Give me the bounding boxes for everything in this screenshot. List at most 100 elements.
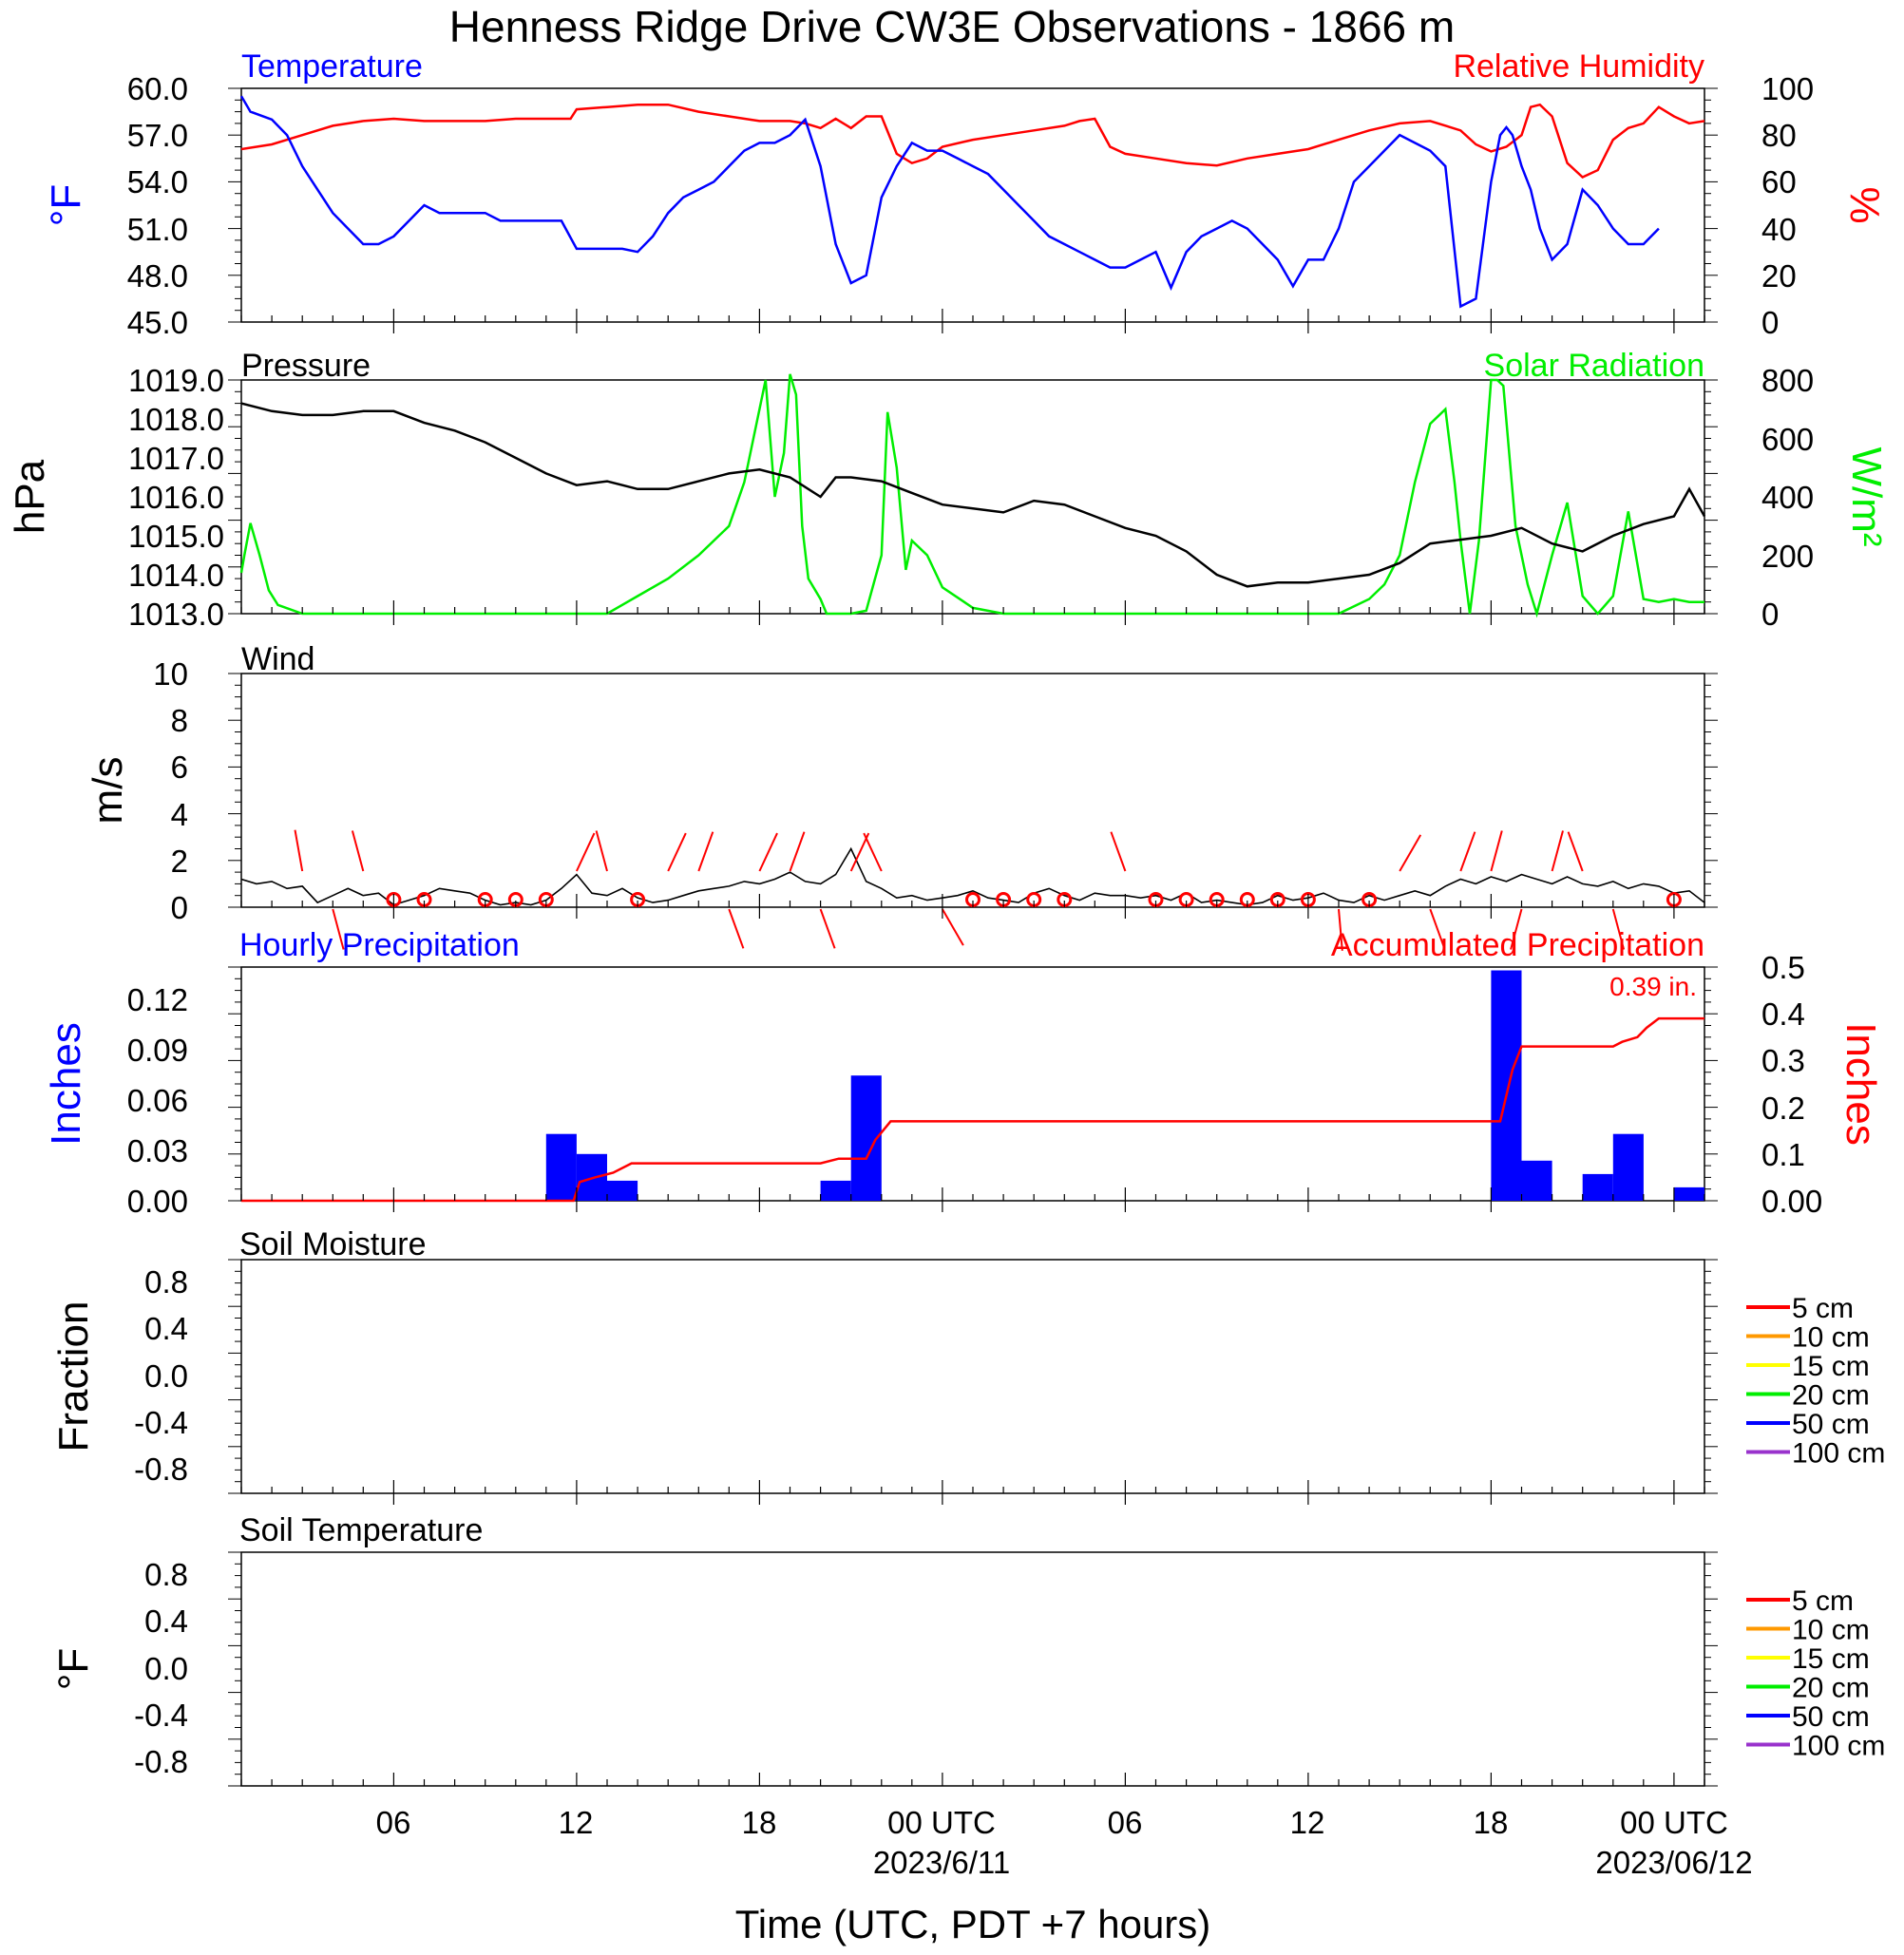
legend-label: 10 cm <box>1792 1322 1870 1354</box>
legend-label: 100 cm <box>1792 1731 1885 1762</box>
ytick-label: 200 <box>1761 539 1814 574</box>
ytick-label: 0 <box>171 890 188 925</box>
ytick-label: 0.12 <box>127 982 188 1017</box>
wind-barb <box>789 831 806 872</box>
precip-bar <box>1521 1160 1552 1201</box>
ytick-label: 6 <box>171 750 188 785</box>
precip-total-label: 0.39 in. <box>1609 972 1697 1001</box>
x-axis: 06 12 18 00 UTC 06 12 18 00 UTC 2023/6/1… <box>376 1805 1753 1946</box>
temperature-series-line <box>239 95 1660 309</box>
wind-barb <box>758 832 778 872</box>
ytick-label: 600 <box>1761 422 1814 457</box>
wind-speed-line <box>240 846 1705 906</box>
temperature-panel: Temperature Relative Humidity 60.0 57.0 … <box>43 48 1888 340</box>
ytick-label: 1013.0 <box>128 597 224 632</box>
ytick-label: 0.5 <box>1761 950 1805 985</box>
ytick-label: 0.1 <box>1761 1137 1805 1172</box>
soil-moisture-ylabel: Fraction <box>50 1301 97 1452</box>
ytick-label: -0.8 <box>134 1452 188 1487</box>
xtick-label: 06 <box>1108 1805 1143 1840</box>
ytick-label: 1016.0 <box>128 480 224 515</box>
wind-barb <box>1338 908 1343 951</box>
ytick-label: 0.8 <box>144 1264 188 1300</box>
ytick-label: 0.09 <box>127 1033 188 1068</box>
humidity-series-line <box>240 103 1705 179</box>
precip-bar <box>1612 1133 1644 1201</box>
ytick-label: 57.0 <box>127 118 188 153</box>
ytick-label: 0.00 <box>127 1184 188 1219</box>
soil-temperature-panel: Soil Temperature 0.8 0.4 0.0 -0.4 -0.8 °… <box>50 1512 1885 1787</box>
wind-barb <box>595 830 608 872</box>
solar-panel-title: Solar Radiation <box>1484 348 1704 384</box>
wind-panel: Wind 10 8 6 4 2 0 m/s <box>85 641 1705 951</box>
ytick-label: 48.0 <box>127 258 188 294</box>
pressure-frame <box>240 379 1705 615</box>
humidity-ylabel: % <box>1841 186 1888 223</box>
ytick-label: 0.4 <box>144 1311 188 1346</box>
wind-barb <box>1567 831 1584 872</box>
soil-moisture-panel: Soil Moisture 0.8 0.4 0.0 -0.4 -0.8 Frac… <box>50 1226 1885 1494</box>
ytick-label: 20 <box>1761 258 1797 294</box>
precip-frame <box>240 966 1705 1202</box>
wind-frame <box>240 673 1705 908</box>
wind-barb <box>1429 908 1446 949</box>
wind-barb <box>863 832 883 872</box>
ytick-label: 0.4 <box>1761 996 1805 1032</box>
axis-ticks <box>228 87 1718 1787</box>
temperature-ylabel: °F <box>43 184 89 226</box>
ytick-label: 0.2 <box>1761 1091 1805 1126</box>
wind-barb <box>1459 831 1476 872</box>
ytick-label: 0.4 <box>144 1604 188 1639</box>
ytick-label: 0.00 <box>1761 1184 1822 1219</box>
precip-bar <box>545 1133 577 1201</box>
wind-barb <box>575 832 596 872</box>
xtick-label: 18 <box>1474 1805 1509 1840</box>
precip-panel: Hourly Precipitation Accumulated Precipi… <box>43 927 1884 1219</box>
precip-bar <box>1491 970 1522 1201</box>
ytick-label: 45.0 <box>127 305 188 340</box>
legend-label: 100 cm <box>1792 1438 1885 1470</box>
soil-temperature-frame <box>240 1551 1705 1787</box>
ytick-label: 800 <box>1761 363 1814 398</box>
ytick-label: 0.06 <box>127 1083 188 1118</box>
date-label: 2023/06/12 <box>1595 1845 1752 1880</box>
ytick-label: 0 <box>1761 597 1779 632</box>
ytick-label: 54.0 <box>127 164 188 199</box>
wind-barb <box>697 831 714 872</box>
ytick-label: 51.0 <box>127 212 188 247</box>
xtick-label: 00 UTC <box>1620 1805 1728 1840</box>
ytick-label: 60 <box>1761 164 1797 199</box>
accum-precip-line <box>241 1016 1704 1203</box>
wind-barb <box>819 908 836 949</box>
wind-barb <box>294 829 304 872</box>
xtick-label: 00 UTC <box>887 1805 996 1840</box>
hourly-precip-title: Hourly Precipitation <box>239 927 520 963</box>
wind-barb <box>351 830 365 872</box>
legend-label: 5 cm <box>1792 1585 1854 1617</box>
date-label: 2023/6/11 <box>873 1845 1010 1880</box>
ytick-label: 60.0 <box>127 71 188 106</box>
precip-bar <box>820 1180 851 1201</box>
legend-label: 15 cm <box>1792 1643 1870 1675</box>
hourly-precip-bars <box>545 970 1704 1201</box>
ytick-label: 40 <box>1761 212 1797 247</box>
humidity-panel-title: Relative Humidity <box>1453 48 1704 85</box>
wind-barb <box>728 908 745 949</box>
humidity-y-ticks: 100 80 60 40 20 0 <box>1761 71 1814 340</box>
legend-label: 10 cm <box>1792 1615 1870 1646</box>
ytick-label: 10 <box>153 656 188 692</box>
ytick-label: 80 <box>1761 118 1797 153</box>
ytick-label: 0.0 <box>144 1358 188 1394</box>
precip-bar <box>607 1180 638 1201</box>
ytick-label: -0.4 <box>134 1698 188 1733</box>
wind-barb <box>1611 908 1626 950</box>
pressure-ylabel: hPa <box>7 459 53 534</box>
xtick-label: 12 <box>559 1805 594 1840</box>
ytick-label: 0.03 <box>127 1133 188 1168</box>
xtick-label: 18 <box>742 1805 777 1840</box>
wind-ylabel: m/s <box>85 757 131 825</box>
chart-title: Henness Ridge Drive CW3E Observations - … <box>449 2 1455 51</box>
soil-temperature-title: Soil Temperature <box>239 1512 483 1548</box>
ytick-label: 1014.0 <box>128 558 224 593</box>
